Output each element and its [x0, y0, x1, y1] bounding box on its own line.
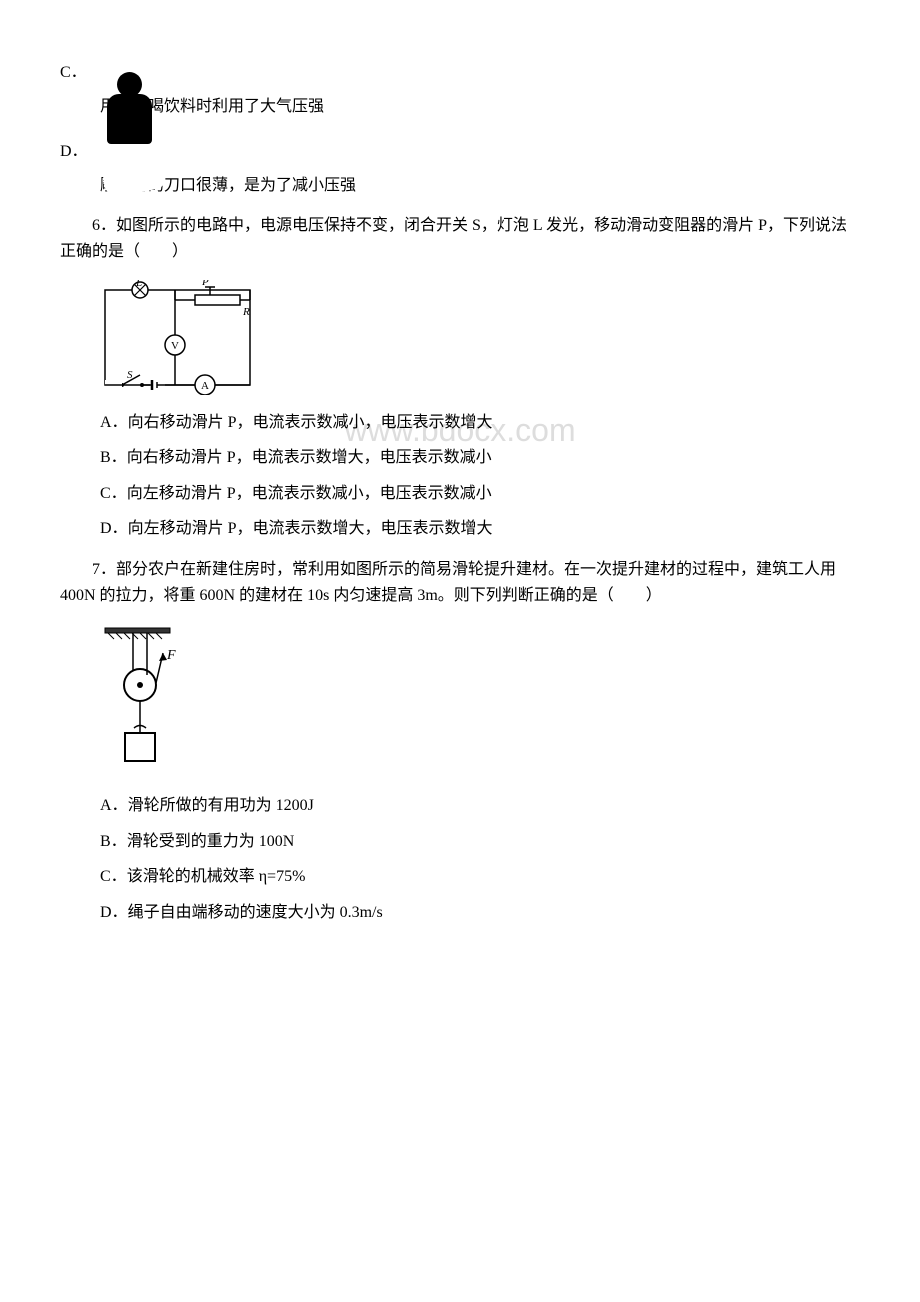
circuit-label-a: A: [201, 380, 209, 392]
option-c-caption: 用吸管喝饮料时利用了大气压强: [100, 94, 860, 120]
page-content: C． 用吸管喝饮料时利用了大气压强 D． 雕刻刀的刀口很薄，是为了减小压强 6．…: [60, 60, 860, 926]
circuit-label-r: R: [242, 306, 250, 318]
option-d-block: D．: [60, 139, 860, 165]
circuit-label-l: L: [135, 280, 142, 289]
option-d-label: D．: [60, 139, 88, 165]
option-c-label: C．: [60, 60, 87, 86]
circuit-label-p: P: [201, 280, 209, 288]
circuit-label-v: V: [171, 340, 179, 352]
q7-option-d: D．绳子自由端移动的速度大小为 0.3m/s: [100, 900, 860, 926]
question-7-text: 7．部分农户在新建住房时，常利用如图所示的简易滑轮提升建材。在一次提升建材的过程…: [60, 557, 860, 608]
q7-option-b: B．滑轮受到的重力为 100N: [100, 829, 860, 855]
q7-option-c: C．该滑轮的机械效率 η=75%: [100, 864, 860, 890]
q6-option-a: A．向右移动滑片 P，电流表示数减小，电压表示数增大: [100, 410, 860, 436]
option-c-block: C．: [60, 60, 860, 86]
pulley-force-label: F: [166, 648, 176, 663]
q7-option-a: A．滑轮所做的有用功为 1200J: [100, 793, 860, 819]
option-d-caption: 雕刻刀的刀口很薄，是为了减小压强: [100, 173, 860, 199]
circuit-label-s: S: [127, 369, 133, 381]
circuit-diagram: L P R V S A: [100, 280, 260, 395]
q6-option-d: D．向左移动滑片 P，电流表示数增大，电压表示数增大: [100, 516, 860, 542]
q6-option-c: C．向左移动滑片 P，电流表示数减小，电压表示数减小: [100, 481, 860, 507]
question-6-text: 6．如图所示的电路中，电源电压保持不变，闭合开关 S，灯泡 L 发光，移动滑动变…: [60, 213, 860, 264]
pulley-diagram: F: [100, 623, 185, 773]
q6-option-b: B．向右移动滑片 P，电流表示数增大，电压表示数减小: [100, 445, 860, 471]
